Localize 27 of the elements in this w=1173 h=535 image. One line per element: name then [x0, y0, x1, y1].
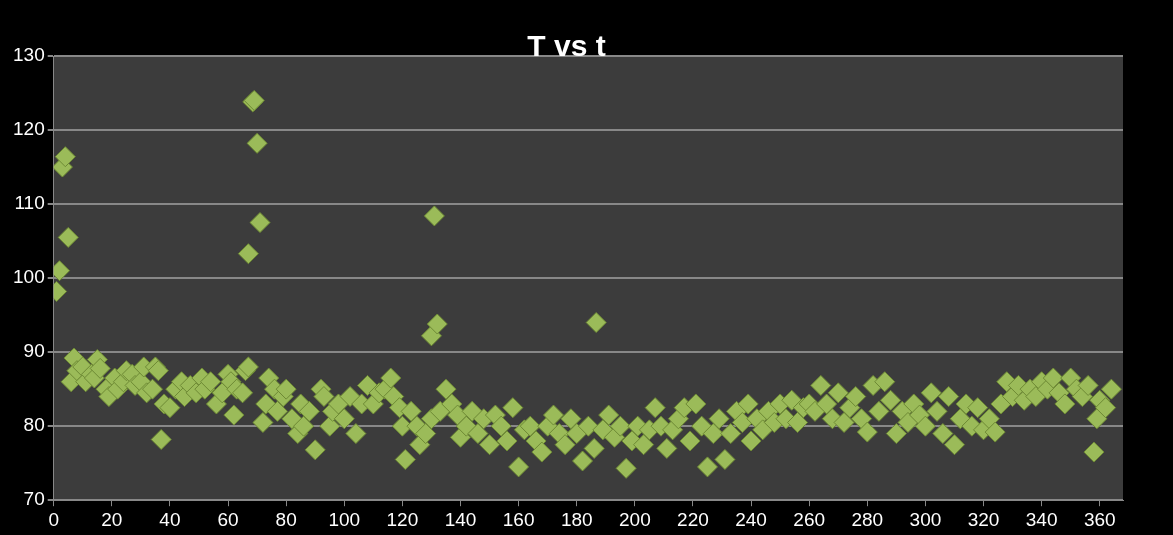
- x-tick-label: 160: [502, 508, 535, 530]
- x-tick-label: 140: [444, 508, 477, 530]
- x-tick-label: 40: [159, 508, 181, 530]
- x-tick-label: 0: [48, 508, 59, 530]
- x-tick-label: 20: [101, 508, 123, 530]
- x-tick-label: 180: [560, 508, 593, 530]
- x-tick-label: 120: [386, 508, 419, 530]
- y-tick-label: 100: [13, 266, 45, 288]
- x-tick-label: 60: [217, 508, 239, 530]
- x-tick-label: 220: [677, 508, 709, 530]
- y-tick-label: 120: [13, 118, 45, 140]
- y-tick-label: 70: [23, 488, 45, 510]
- x-tick-label: 360: [1083, 508, 1116, 530]
- x-tick-label: 340: [1025, 508, 1058, 530]
- x-tick-label: 240: [735, 508, 767, 530]
- y-tick-label: 130: [13, 44, 45, 66]
- x-tick-label: 100: [328, 508, 361, 530]
- chart-title: T vs t: [527, 29, 606, 63]
- y-tick-label: 90: [23, 340, 45, 362]
- x-tick-label: 200: [618, 508, 651, 530]
- y-tick-label: 110: [14, 192, 45, 214]
- x-tick-label: 300: [909, 508, 942, 530]
- y-tick-label: 80: [23, 414, 45, 436]
- x-tick-label: 260: [793, 508, 826, 530]
- x-tick-label: 80: [275, 508, 297, 530]
- x-tick-label: 320: [967, 508, 1000, 530]
- x-tick-label: 280: [851, 508, 884, 530]
